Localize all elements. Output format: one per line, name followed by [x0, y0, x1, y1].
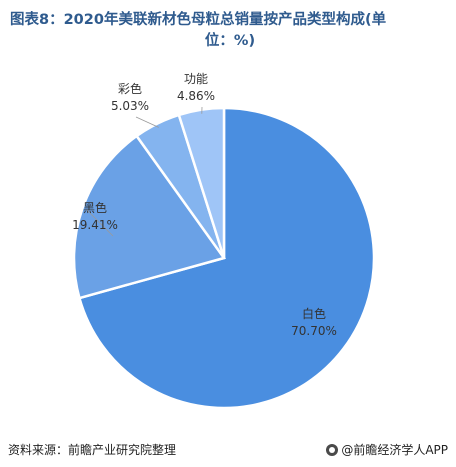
slice-category-label-1: 白色	[302, 306, 326, 321]
slice-category-label-2: 黑色	[83, 201, 107, 215]
slice-labels: 白色 70.70% 黑色 19.41% 彩色 5.03% 功能 4.86%	[72, 72, 337, 338]
pie-slice-2	[72, 134, 227, 300]
title-line-2: 位：%)	[204, 33, 256, 49]
slice-category-label-3: 彩色	[118, 82, 142, 96]
brand-text: @前瞻经济学人APP	[341, 443, 448, 457]
pie-slice-4	[177, 106, 226, 259]
brand-credit: @前瞻经济学人APP	[326, 441, 448, 458]
slice-value-label-1: 70.70%	[291, 324, 337, 338]
slice-value-label-4: 4.86%	[177, 89, 215, 103]
leader-line-2	[86, 209, 114, 237]
brand-logo-icon	[326, 443, 339, 456]
chart-title: 图表8：2020年美联新材色母粒总销量按产品类型构成(单 位：%)	[10, 10, 450, 52]
pie-slices	[72, 106, 376, 410]
slice-value-label-2: 19.41%	[72, 218, 118, 232]
slice-category-label-4: 功能	[184, 72, 208, 86]
source-note: 资料来源：前瞻产业研究院整理	[8, 443, 177, 457]
leader-line-3	[135, 116, 159, 128]
slice-value-label-3: 5.03%	[111, 99, 149, 113]
title-line-1: 图表8：2020年美联新材色母粒总销量按产品类型构成(单	[10, 12, 387, 28]
pie-slice-1	[77, 106, 376, 410]
leader-lines	[86, 106, 203, 237]
